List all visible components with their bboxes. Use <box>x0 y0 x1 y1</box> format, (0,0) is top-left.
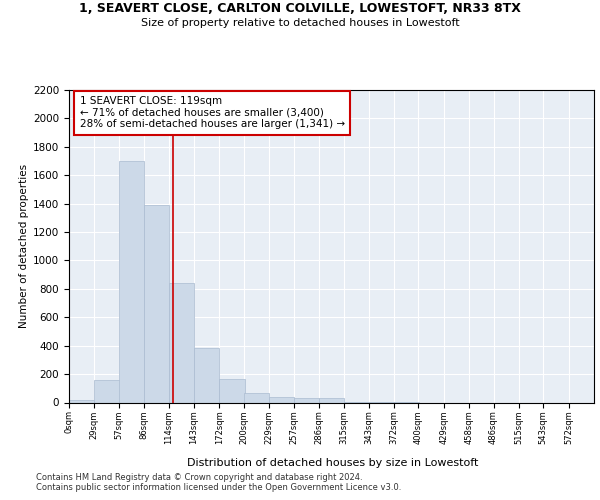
Text: Size of property relative to detached houses in Lowestoft: Size of property relative to detached ho… <box>140 18 460 28</box>
Bar <box>219 379 245 402</box>
Bar <box>169 283 194 403</box>
Bar <box>119 161 144 402</box>
Bar <box>144 205 169 402</box>
Text: Contains HM Land Registry data © Crown copyright and database right 2024.: Contains HM Land Registry data © Crown c… <box>36 472 362 482</box>
Text: 1 SEAVERT CLOSE: 119sqm
← 71% of detached houses are smaller (3,400)
28% of semi: 1 SEAVERT CLOSE: 119sqm ← 71% of detache… <box>79 96 344 130</box>
Bar <box>319 398 344 402</box>
Bar <box>69 400 94 402</box>
Text: Distribution of detached houses by size in Lowestoft: Distribution of detached houses by size … <box>187 458 479 468</box>
Text: 1, SEAVERT CLOSE, CARLTON COLVILLE, LOWESTOFT, NR33 8TX: 1, SEAVERT CLOSE, CARLTON COLVILLE, LOWE… <box>79 2 521 16</box>
Text: Contains public sector information licensed under the Open Government Licence v3: Contains public sector information licen… <box>36 482 401 492</box>
Bar <box>244 394 269 402</box>
Y-axis label: Number of detached properties: Number of detached properties <box>19 164 29 328</box>
Bar <box>269 397 295 402</box>
Bar <box>293 398 319 402</box>
Bar <box>194 348 219 403</box>
Bar <box>94 380 119 402</box>
